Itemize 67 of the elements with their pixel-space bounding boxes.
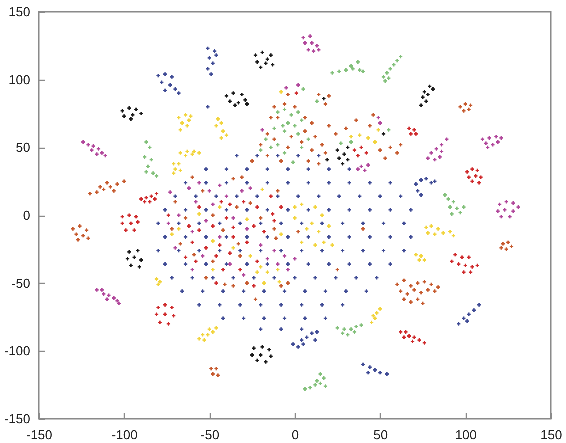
point [419, 104, 424, 108]
point [232, 92, 236, 96]
point [422, 90, 427, 94]
point [122, 114, 126, 118]
point [138, 265, 142, 269]
point [252, 346, 256, 350]
y-tick-label: 100 [8, 72, 30, 88]
x-tick-label: 150 [540, 428, 562, 442]
point [131, 113, 135, 117]
point [233, 104, 238, 108]
point [224, 94, 229, 98]
y-tick-label: -50 [12, 276, 30, 291]
point [421, 96, 425, 100]
point [134, 108, 138, 112]
point [228, 100, 232, 104]
y-tick-label: 0 [23, 208, 30, 223]
y-tick-label: -100 [4, 344, 30, 359]
point [236, 101, 240, 105]
y-tick-label: 150 [8, 4, 30, 20]
x-tick-label: 0 [292, 428, 300, 442]
point [338, 156, 342, 160]
point [259, 353, 263, 358]
point [244, 98, 248, 102]
point [120, 109, 124, 113]
point [140, 112, 144, 116]
point [426, 92, 430, 97]
point [260, 345, 264, 349]
point [128, 106, 132, 110]
point [268, 348, 272, 352]
point [129, 117, 133, 121]
point [340, 162, 345, 166]
point [140, 258, 144, 262]
point [136, 248, 140, 253]
point [336, 148, 340, 152]
point [256, 358, 260, 362]
x-tick-label: -100 [112, 428, 138, 442]
point [346, 158, 350, 162]
point [250, 353, 254, 358]
point [424, 100, 428, 104]
point [428, 84, 432, 88]
y-tick-label: 50 [16, 140, 30, 156]
x-tick-label: -150 [26, 428, 53, 442]
x-tick-label: 50 [374, 428, 388, 442]
point [132, 256, 136, 260]
point [326, 158, 330, 162]
point [128, 250, 132, 254]
point [126, 257, 130, 261]
point [264, 62, 268, 66]
point [240, 92, 244, 97]
point [382, 132, 386, 136]
point [269, 54, 273, 58]
point [254, 54, 258, 58]
x-tick-label: -50 [200, 428, 220, 442]
point [342, 152, 346, 156]
point [346, 146, 350, 150]
point [266, 58, 270, 62]
point [259, 66, 263, 70]
point [322, 97, 326, 101]
y-tick-label: -150 [4, 412, 30, 426]
point [260, 50, 264, 55]
point [256, 60, 260, 64]
point [129, 264, 133, 268]
x-tick-label: 100 [455, 428, 478, 442]
point [245, 102, 250, 106]
point [269, 354, 273, 358]
point [271, 63, 275, 67]
point [431, 88, 436, 92]
